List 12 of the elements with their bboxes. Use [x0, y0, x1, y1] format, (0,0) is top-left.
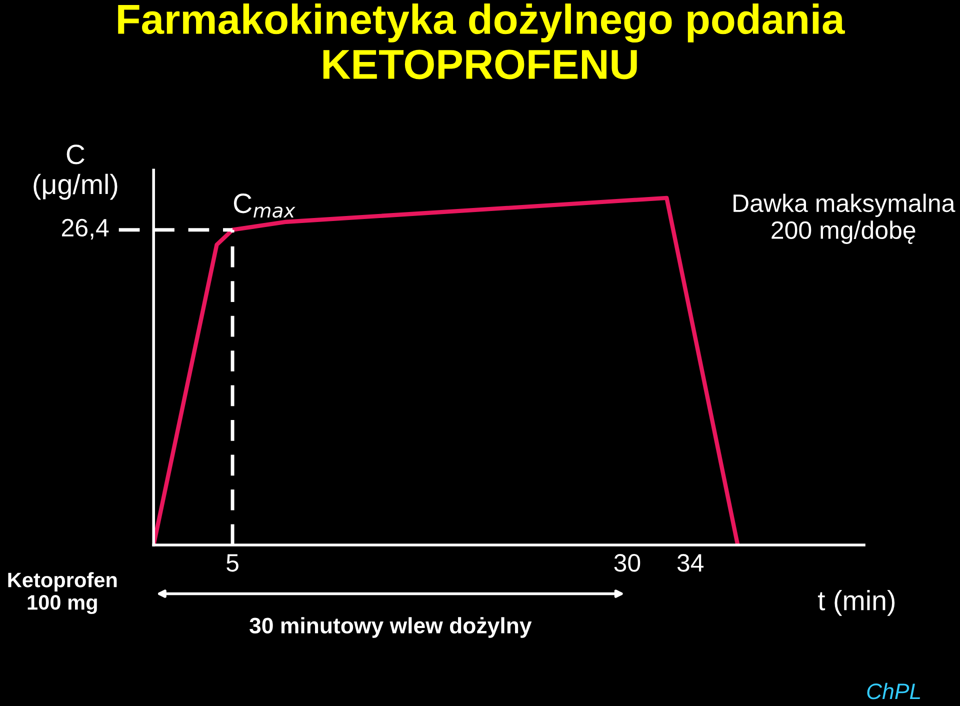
- annotation: C$_{max}$: [234, 194, 296, 218]
- chart-title: Farmakokinetyka dożylnego podania KETOPROFENU: [118, 4, 845, 80]
- text: Ketoprofen 100 mg: [8, 572, 117, 614]
- text: ChPL: [867, 682, 920, 700]
- text: 26,4: [62, 218, 109, 240]
- x-tick-label: 30: [614, 554, 640, 572]
- text: 30 minutowy wlew dożylny: [250, 617, 532, 638]
- y-axis-title: C (μg/ml): [34, 144, 118, 200]
- x-tick-label: 5: [226, 554, 238, 572]
- x-axis-title: t (min): [818, 590, 895, 616]
- annotation: Dawka maksymalna 200 mg/dobę: [734, 194, 956, 244]
- x-tick-label: 34: [677, 554, 704, 572]
